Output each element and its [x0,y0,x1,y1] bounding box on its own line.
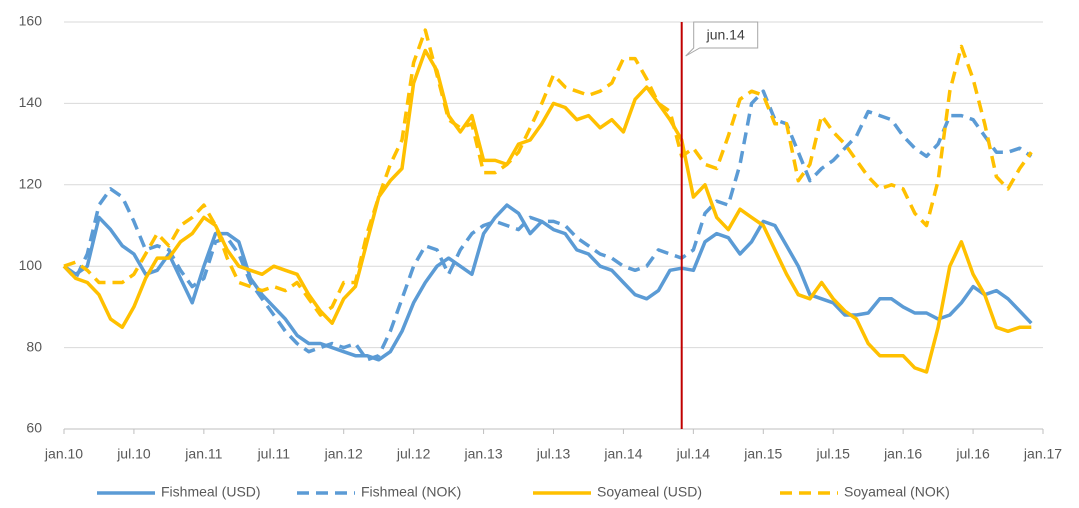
series-line [62,48,1032,374]
y-tick-label: 100 [19,257,43,273]
y-tick-label: 120 [19,176,43,192]
x-tick-label: jul.11 [257,446,291,462]
x-tick-label: jan.14 [603,446,642,462]
x-tick-label: jul.15 [815,446,850,462]
y-tick-label: 160 [19,13,43,29]
legend-label: Soyameal (NOK) [844,484,950,500]
series-line [62,89,1033,362]
x-tick-label: jan.10 [44,446,83,462]
x-tick-label: jul.14 [676,446,711,462]
y-tick-label: 80 [26,338,42,354]
legend-label: Soyameal (USD) [597,484,702,500]
x-tick-label: jul.16 [955,446,990,462]
series-line [63,203,1033,362]
annotation-callout [685,21,759,57]
x-tick-label: jan.11 [184,446,222,462]
x-tick-label: jan.13 [463,446,502,462]
annotation-label: jun.14 [706,27,745,43]
x-tick-label: jul.10 [116,446,151,462]
y-tick-label: 60 [26,420,42,436]
x-tick-label: jan.16 [883,446,922,462]
y-tick-label: 140 [19,94,43,110]
legend-label: Fishmeal (NOK) [361,484,461,500]
legend-label: Fishmeal (USD) [161,484,261,500]
x-tick-label: jul.13 [536,446,571,462]
series-line [63,28,1033,317]
x-tick-label: jan.12 [324,446,363,462]
x-tick-label: jul.12 [396,446,431,462]
x-tick-label: jan.17 [1023,446,1062,462]
x-tick-label: jan.15 [743,446,782,462]
